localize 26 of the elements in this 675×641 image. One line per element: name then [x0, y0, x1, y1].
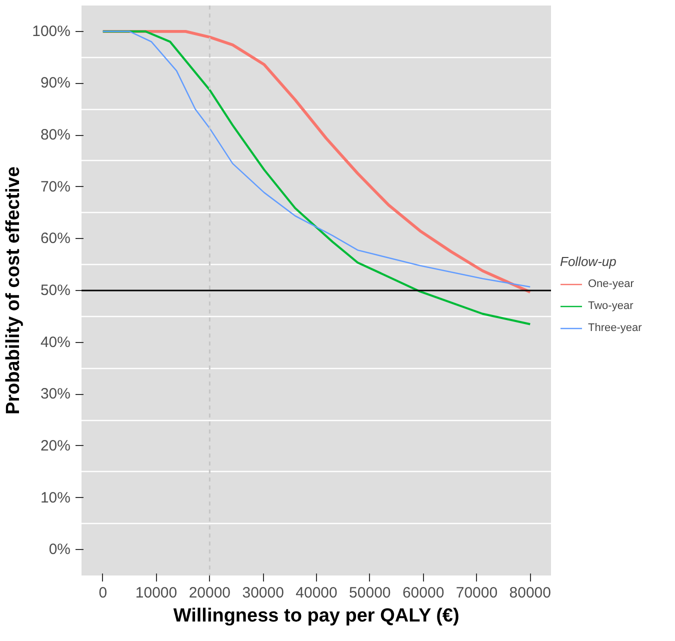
x-axis-title: Willingness to pay per QALY (€) [173, 606, 460, 626]
x-tick-label: 20000 [188, 584, 231, 602]
y-tick-label: 100% [32, 22, 71, 40]
x-tick-label: 40000 [296, 584, 338, 602]
y-tick-label: 20% [40, 437, 71, 454]
y-tick-label: 40% [40, 334, 71, 351]
x-tick-label: 50000 [349, 584, 391, 602]
y-tick-label: 0% [48, 541, 71, 558]
y-tick-label: 70% [40, 178, 71, 196]
y-tick-label: 50% [40, 282, 71, 299]
x-tick-label: 10000 [135, 584, 178, 602]
legend-label: Two-year [588, 300, 634, 312]
x-tick-label: 30000 [242, 584, 284, 602]
y-tick-label: 80% [40, 126, 71, 144]
y-tick-label: 90% [40, 74, 71, 92]
y-axis-title: Probability of cost effective [3, 166, 24, 415]
x-tick-label: 80000 [509, 584, 551, 602]
x-tick-label: 0 [98, 584, 108, 602]
y-tick-label: 30% [40, 386, 71, 403]
y-tick-label: 60% [40, 230, 71, 248]
legend-title: Follow-up [560, 254, 618, 268]
x-tick-label: 60000 [402, 584, 444, 602]
legend-label: Three-year [588, 322, 642, 334]
x-tick-label: 70000 [456, 584, 498, 602]
y-tick-label: 10% [40, 489, 71, 506]
legend-label: One-year [588, 278, 634, 290]
